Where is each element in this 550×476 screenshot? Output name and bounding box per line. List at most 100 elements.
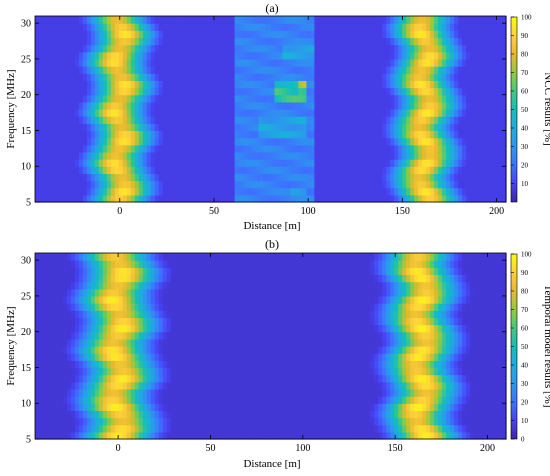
heatmap-cell bbox=[454, 410, 459, 419]
heatmap-cell bbox=[386, 173, 391, 182]
heatmap-cell bbox=[442, 338, 447, 347]
heatmap-cell bbox=[406, 109, 411, 117]
heatmap-cell bbox=[198, 144, 204, 153]
heatmap-cell bbox=[442, 16, 447, 24]
heatmap-cell bbox=[410, 417, 415, 426]
heatmap-cell bbox=[458, 173, 463, 182]
y-tick-label: 25 bbox=[21, 54, 31, 65]
heatmap-cell bbox=[474, 44, 479, 53]
heatmap-cell bbox=[294, 367, 300, 376]
heatmap-cell bbox=[258, 130, 264, 139]
heatmap-cell bbox=[278, 417, 284, 426]
heatmap-cell bbox=[206, 381, 212, 390]
heatmap-cell bbox=[490, 353, 495, 361]
heatmap-cell bbox=[330, 166, 335, 174]
heatmap-cell bbox=[310, 388, 316, 397]
heatmap-cell bbox=[242, 37, 248, 46]
heatmap-cell bbox=[314, 353, 319, 361]
heatmap-cell bbox=[382, 194, 387, 203]
heatmap-cell bbox=[94, 353, 100, 361]
heatmap-cell bbox=[494, 73, 499, 81]
heatmap-cell bbox=[78, 388, 84, 397]
heatmap-cell bbox=[430, 80, 435, 89]
heatmap-cell bbox=[446, 331, 451, 340]
heatmap-cell bbox=[154, 66, 160, 74]
heatmap-cell bbox=[374, 101, 379, 110]
heatmap-cell bbox=[354, 151, 359, 160]
heatmap-cell bbox=[318, 374, 323, 383]
heatmap-cell bbox=[446, 66, 451, 74]
heatmap-cell bbox=[342, 431, 347, 440]
heatmap-cell bbox=[294, 23, 300, 31]
heatmap-cell bbox=[498, 417, 503, 426]
heatmap-cell bbox=[230, 87, 236, 96]
heatmap-cell bbox=[182, 144, 188, 153]
heatmap-cell bbox=[174, 431, 180, 440]
heatmap-cell bbox=[102, 346, 108, 354]
heatmap-cell bbox=[274, 23, 280, 31]
heatmap-cell bbox=[486, 137, 491, 146]
heatmap-cell bbox=[118, 144, 124, 153]
heatmap-cell bbox=[302, 180, 308, 189]
heatmap-cell bbox=[194, 324, 200, 333]
heatmap-cell bbox=[362, 137, 367, 146]
heatmap-cell bbox=[258, 109, 264, 117]
heatmap-cell bbox=[378, 396, 383, 404]
heatmap-cell bbox=[318, 116, 323, 124]
heatmap-cell bbox=[186, 37, 192, 46]
heatmap-cell bbox=[442, 30, 447, 39]
heatmap-cell bbox=[114, 424, 120, 433]
colorbar-tick-label: 20 bbox=[521, 162, 529, 170]
heatmap-cell bbox=[114, 180, 120, 189]
heatmap-cell bbox=[374, 194, 379, 203]
heatmap-cell bbox=[130, 180, 136, 189]
heatmap-cell bbox=[114, 187, 120, 196]
heatmap-cell bbox=[298, 353, 304, 361]
heatmap-cell bbox=[422, 151, 427, 160]
heatmap-cell bbox=[406, 116, 411, 124]
heatmap-cell bbox=[470, 87, 475, 96]
heatmap-cell bbox=[86, 381, 92, 390]
heatmap-cell bbox=[402, 353, 407, 361]
heatmap-cell bbox=[494, 360, 499, 369]
heatmap-cell bbox=[418, 353, 423, 361]
heatmap-cell bbox=[402, 381, 407, 390]
heatmap-cell bbox=[386, 187, 391, 196]
heatmap-cell bbox=[270, 180, 276, 189]
heatmap-cell bbox=[414, 187, 419, 196]
heatmap-cell bbox=[82, 37, 88, 46]
heatmap-cell bbox=[326, 101, 331, 110]
heatmap-cell bbox=[202, 331, 208, 340]
heatmap-cell bbox=[498, 66, 503, 74]
heatmap-cell bbox=[306, 346, 312, 354]
heatmap-cell bbox=[170, 101, 176, 110]
heatmap-cell bbox=[474, 51, 479, 60]
heatmap-cell bbox=[354, 431, 359, 440]
heatmap-cell bbox=[102, 101, 108, 110]
heatmap-cell bbox=[202, 388, 208, 397]
heatmap-cell bbox=[202, 94, 208, 103]
heatmap-cell bbox=[70, 137, 76, 146]
heatmap-cell bbox=[438, 130, 443, 139]
heatmap-cell bbox=[470, 94, 475, 103]
heatmap-cell bbox=[218, 159, 224, 167]
heatmap-cell bbox=[434, 166, 439, 174]
heatmap-cell bbox=[286, 51, 292, 60]
heatmap-cell bbox=[378, 374, 383, 383]
heatmap-cell bbox=[350, 116, 355, 124]
heatmap-cell bbox=[370, 180, 375, 189]
heatmap-cell bbox=[206, 431, 212, 440]
heatmap-cell bbox=[354, 94, 359, 103]
heatmap-cell bbox=[222, 137, 228, 146]
heatmap-cell bbox=[166, 116, 172, 124]
heatmap-cell bbox=[54, 144, 60, 153]
heatmap-cell bbox=[262, 123, 268, 132]
heatmap-cell bbox=[46, 144, 52, 153]
heatmap-cell bbox=[426, 109, 431, 117]
heatmap-cell bbox=[486, 130, 491, 139]
heatmap-cell bbox=[342, 403, 347, 411]
heatmap-cell bbox=[35, 180, 40, 189]
heatmap-cell bbox=[466, 187, 471, 196]
heatmap-cell bbox=[206, 116, 212, 124]
heatmap-cell bbox=[234, 66, 240, 74]
